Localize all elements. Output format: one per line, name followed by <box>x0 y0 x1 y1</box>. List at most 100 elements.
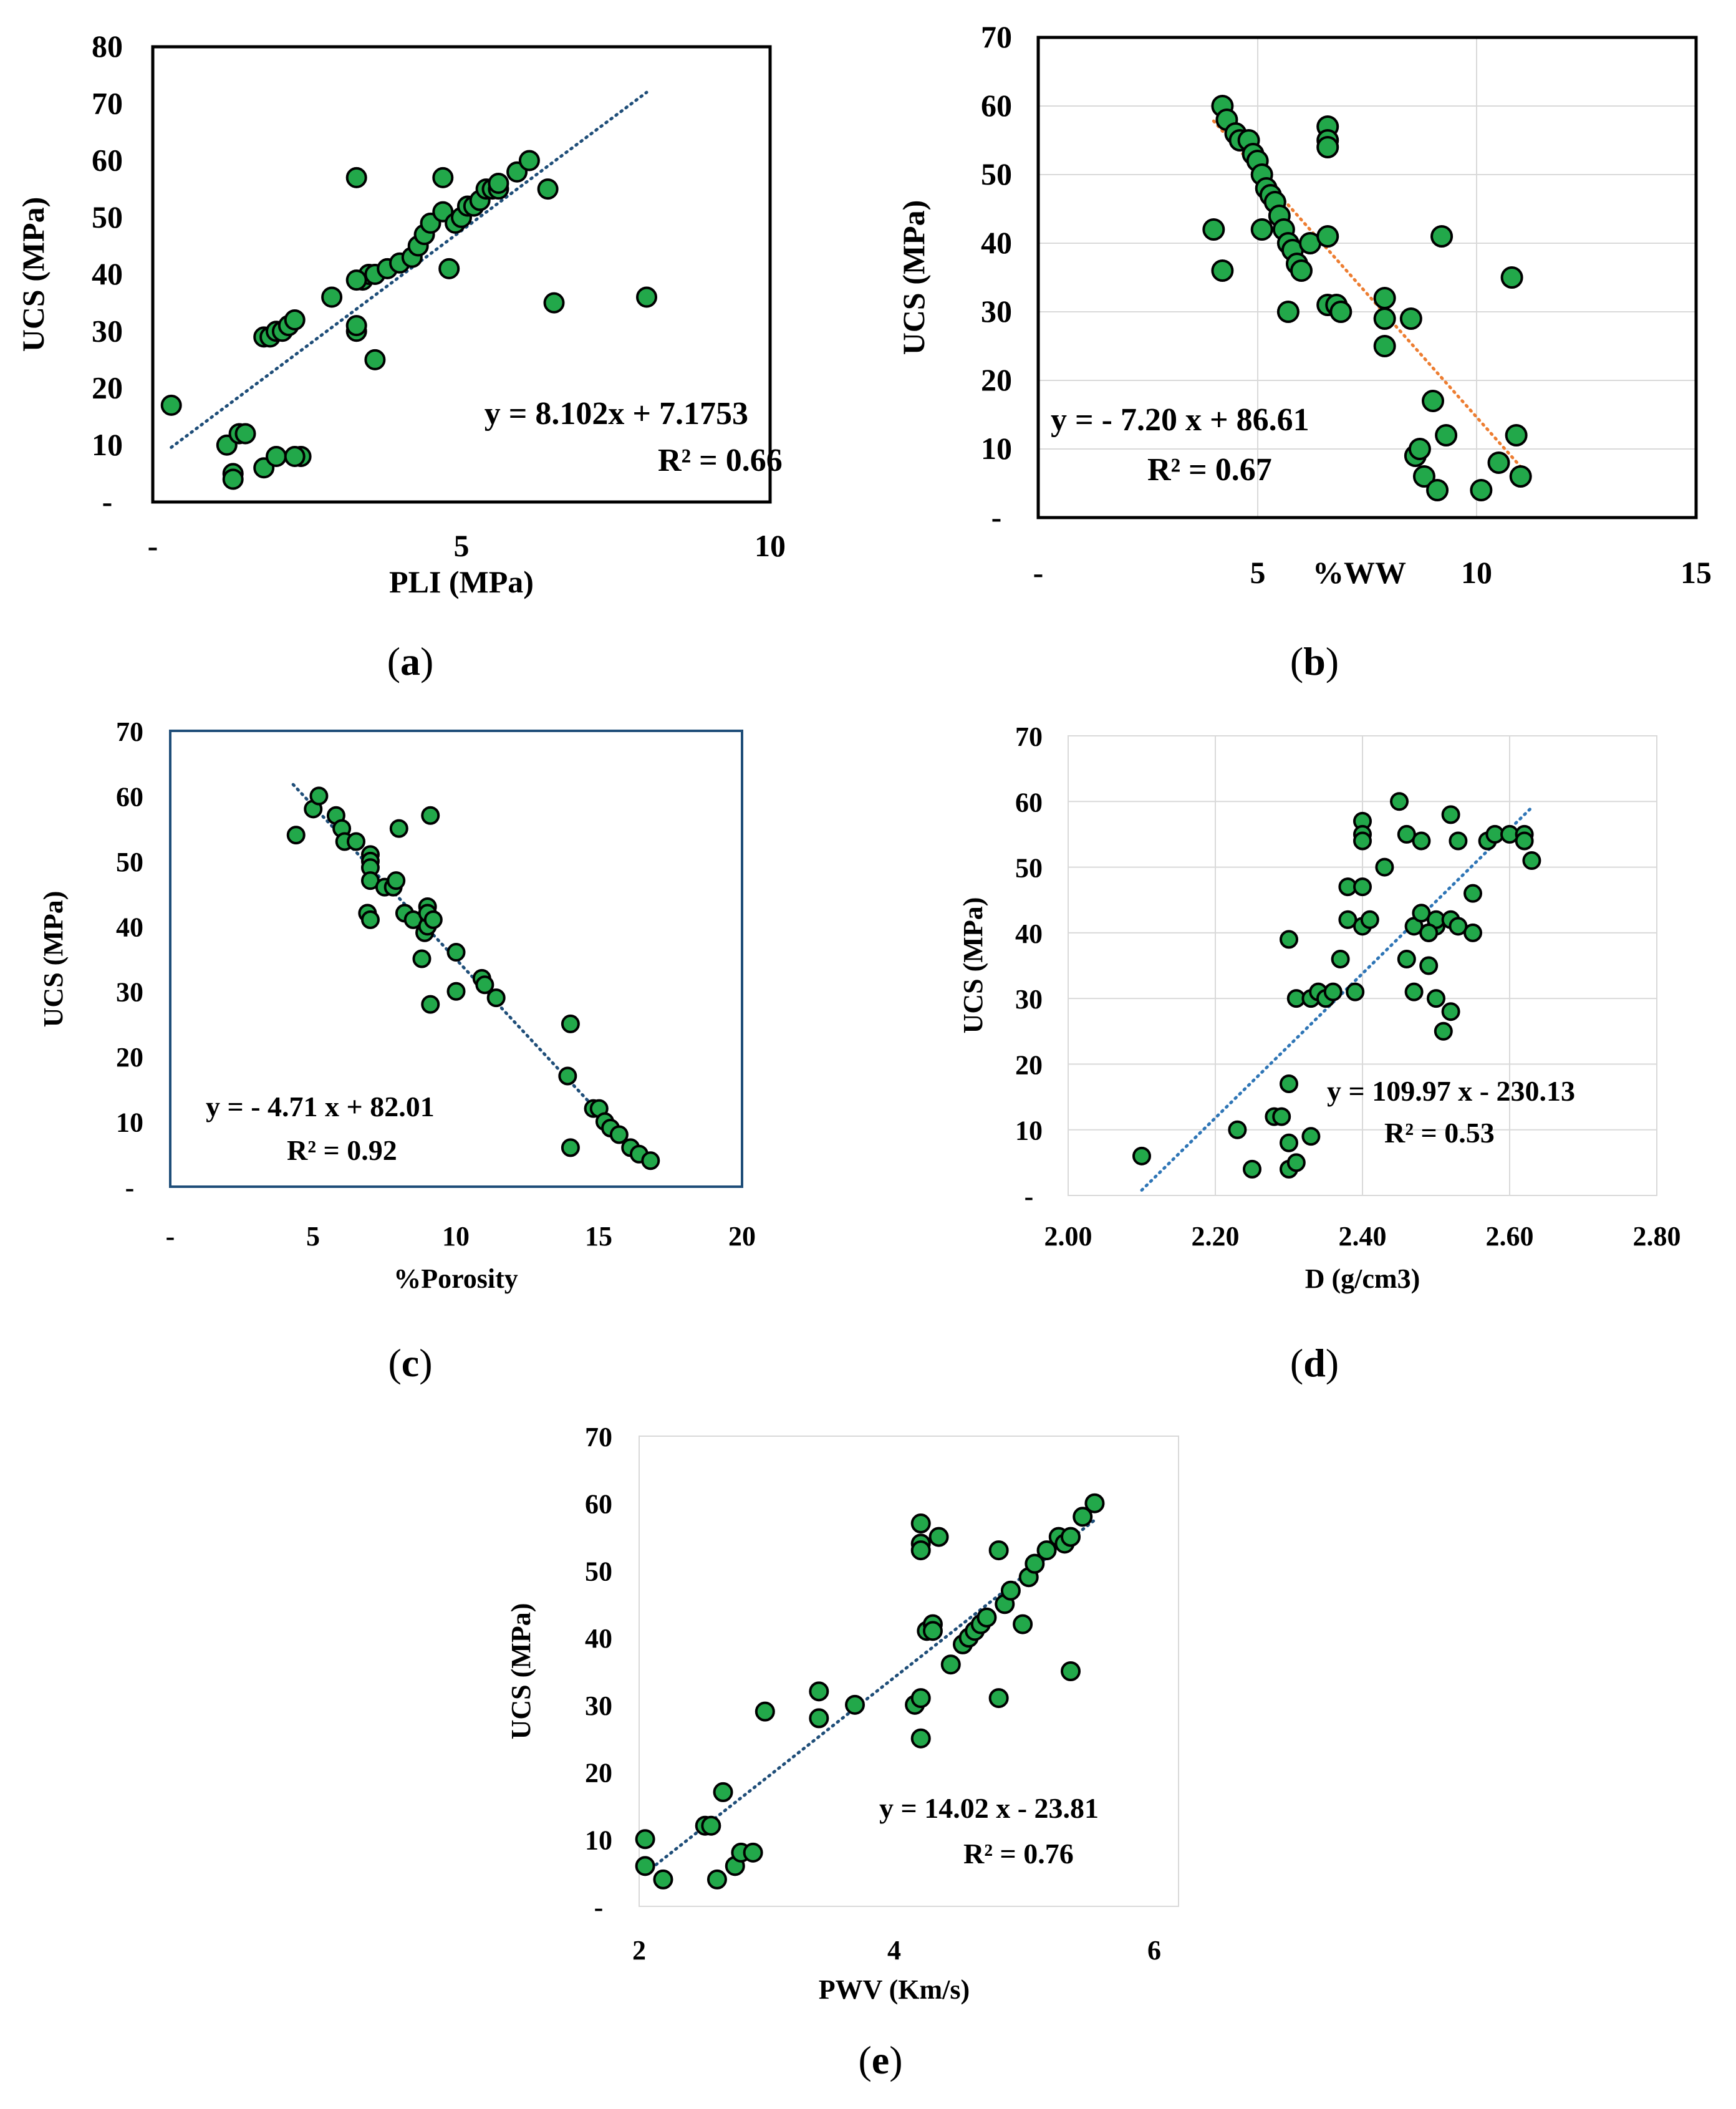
data-point <box>1435 424 1458 446</box>
y-tick-label: 10 <box>116 1108 143 1138</box>
plot-frame <box>151 45 772 504</box>
y-tick-label: - <box>1025 1181 1034 1212</box>
y-tick-label: 70 <box>116 717 143 747</box>
data-point <box>653 1869 673 1889</box>
x-tick-label: 5 <box>454 528 470 563</box>
y-axis-label: UCS (MPa) <box>958 897 988 1034</box>
data-point <box>1280 930 1298 949</box>
data-point <box>1360 910 1379 929</box>
y-tick-label: 40 <box>585 1623 612 1654</box>
y-tick-label: 70 <box>92 85 123 120</box>
data-point <box>160 394 182 416</box>
data-point <box>1470 479 1493 501</box>
data-point <box>1286 1153 1306 1172</box>
y-tick-label: 50 <box>1015 853 1043 884</box>
x-tick-label: 15 <box>1681 555 1712 590</box>
x-tick-label: 10 <box>755 528 786 563</box>
x-tick-label: 2.00 <box>1044 1221 1092 1252</box>
y-tick-label: 30 <box>116 977 143 1008</box>
data-point <box>1408 438 1431 460</box>
r-squared-label: R² = 0.66 <box>658 443 783 478</box>
x-tick-label: - <box>166 1221 175 1252</box>
data-point <box>809 1681 829 1702</box>
data-point <box>438 258 460 279</box>
x-tick-label: 10 <box>442 1221 470 1252</box>
plot-frame <box>169 730 743 1188</box>
y-tick-label: 70 <box>1015 722 1043 752</box>
data-point <box>1427 989 1445 1008</box>
y-tick-label: 10 <box>585 1825 612 1855</box>
data-point <box>755 1701 775 1722</box>
data-point <box>488 173 509 194</box>
y-tick-label: 20 <box>116 1042 143 1073</box>
data-point <box>636 286 657 308</box>
y-tick-label: - <box>102 484 113 519</box>
data-point <box>387 871 406 890</box>
data-point <box>1373 335 1396 357</box>
x-tick-label: 20 <box>728 1221 756 1252</box>
data-point <box>1276 301 1300 323</box>
data-point <box>1464 923 1482 942</box>
data-point <box>1375 857 1394 877</box>
data-point <box>446 943 466 962</box>
data-point <box>1061 1527 1081 1547</box>
data-point <box>1487 451 1510 474</box>
caption-b: (b) <box>1290 639 1339 683</box>
data-point <box>845 1694 865 1715</box>
data-point <box>910 1728 931 1749</box>
data-point <box>809 1708 829 1729</box>
data-point <box>1025 1553 1045 1574</box>
data-point <box>1329 301 1353 323</box>
caption-d: (d) <box>1290 1341 1339 1385</box>
x-tick-label: 6 <box>1147 1935 1161 1966</box>
data-point <box>1013 1614 1033 1634</box>
y-axis-label: UCS (MPa) <box>38 891 69 1028</box>
data-point <box>635 1829 655 1850</box>
data-point <box>1426 479 1449 501</box>
data-point <box>977 1607 997 1628</box>
data-point <box>1243 1159 1261 1179</box>
data-point <box>1399 307 1422 330</box>
data-point <box>1390 792 1409 811</box>
y-tick-label: 30 <box>1015 984 1043 1015</box>
y-tick-label: - <box>125 1172 135 1203</box>
y-tick-label: 10 <box>981 431 1012 466</box>
data-point <box>988 1688 1009 1709</box>
data-point <box>635 1856 655 1876</box>
data-point <box>543 292 565 314</box>
y-tick-label: 20 <box>1015 1050 1043 1080</box>
data-point <box>1202 218 1225 241</box>
y-tick-label: 30 <box>585 1691 612 1721</box>
data-point <box>518 150 540 171</box>
y-tick-label: 40 <box>92 256 123 291</box>
data-point <box>743 1842 763 1863</box>
x-axis-label: PLI (MPa) <box>389 564 534 599</box>
caption-a: (a) <box>387 639 434 683</box>
data-point <box>266 446 287 467</box>
data-point <box>1353 831 1372 851</box>
data-point <box>561 1014 580 1033</box>
data-point <box>1000 1580 1021 1601</box>
r-squared-label: R² = 0.53 <box>1384 1117 1495 1149</box>
y-tick-label: 50 <box>981 157 1012 191</box>
data-point <box>1211 259 1234 282</box>
data-point <box>1316 136 1339 158</box>
data-point <box>940 1654 961 1675</box>
data-point <box>1509 465 1532 488</box>
data-point <box>446 982 466 1001</box>
chart-e: - 10 20 30 40 50 60 70 2 4 6 PWV (Km/s) UCS (MPa) y =… <box>506 1422 1179 2005</box>
y-axis-label: UCS (MPa) <box>16 197 51 352</box>
x-tick-label: 10 <box>1461 555 1492 590</box>
chart-c: - 10 20 30 40 50 60 70 - 5 10 15 20 %Porosity UCS (MPa… <box>38 717 756 1294</box>
y-axis-label: UCS (MPa) <box>896 200 931 355</box>
data-point <box>486 988 506 1008</box>
data-point <box>284 446 306 467</box>
data-point <box>389 819 408 838</box>
data-point <box>713 1782 733 1802</box>
data-point <box>1132 1146 1151 1166</box>
data-point <box>1522 851 1541 871</box>
data-point <box>561 1138 580 1157</box>
regression-equation: y = 109.97 x - 230.13 <box>1327 1075 1575 1107</box>
data-point <box>1316 225 1339 248</box>
